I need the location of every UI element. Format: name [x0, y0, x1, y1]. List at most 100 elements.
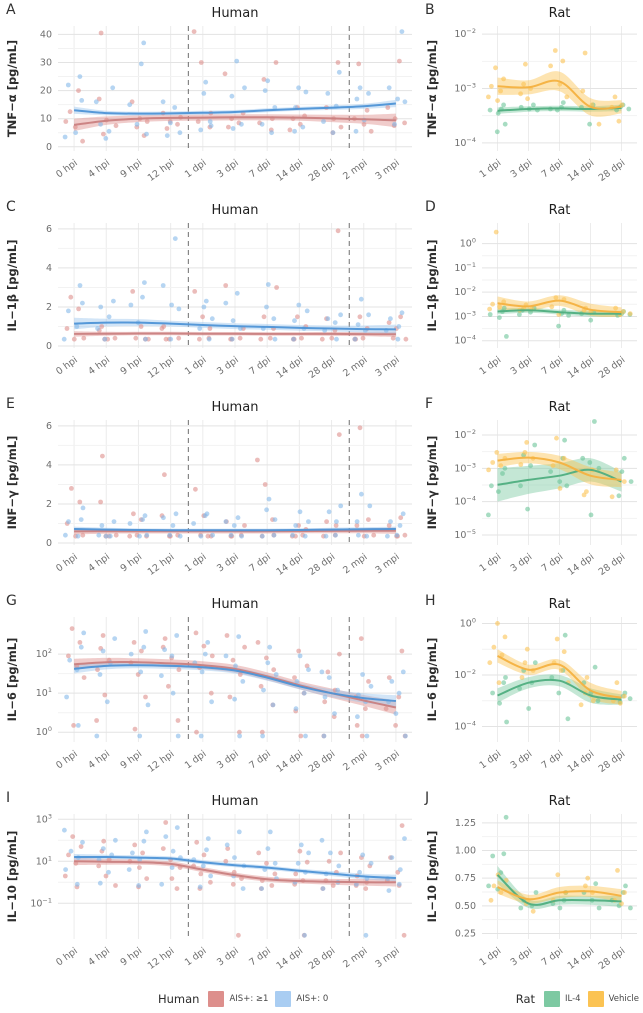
panel-title-b: Rat: [548, 6, 571, 21]
panel-title-h: Rat: [548, 597, 571, 612]
svg-text:28 dpi: 28 dpi: [307, 552, 338, 578]
svg-text:28 dpi: 28 dpi: [307, 749, 338, 775]
panel-letter-j: J: [425, 790, 430, 806]
svg-text:3 mpi: 3 mpi: [373, 355, 401, 380]
svg-text:10−5: 10−5: [454, 528, 476, 541]
panel-g: G Human 100 101 102 0 hpi 4 hpi 9 hpi 12 hpi 1 …: [0, 591, 420, 788]
svg-text:14 dpi: 14 dpi: [275, 158, 306, 184]
svg-text:4 hpi: 4 hpi: [86, 946, 112, 969]
svg-text:30: 30: [40, 58, 52, 69]
swatch-ais-0: [275, 991, 292, 1007]
svg-text:0: 0: [46, 142, 52, 153]
svg-text:IL−6 [pg/mL]: IL−6 [pg/mL]: [425, 638, 439, 722]
legend-rat-title: Rat: [515, 992, 536, 1006]
legend-label-il4: IL-4: [565, 994, 581, 1004]
svg-text:10−2: 10−2: [454, 27, 476, 40]
svg-text:9 hpi: 9 hpi: [119, 749, 145, 772]
svg-text:2: 2: [46, 302, 52, 313]
svg-text:7 dpi: 7 dpi: [540, 355, 566, 378]
svg-text:10−3: 10−3: [454, 309, 476, 322]
svg-text:12 hpi: 12 hpi: [146, 552, 177, 578]
svg-text:3 dpi: 3 dpi: [509, 946, 535, 969]
svg-text:TNF−α [pg/mL]: TNF−α [pg/mL]: [5, 40, 19, 137]
svg-text:12 hpi: 12 hpi: [146, 749, 177, 775]
svg-text:28 dpi: 28 dpi: [307, 946, 338, 972]
svg-text:0: 0: [46, 341, 52, 352]
panel-letter-c: C: [6, 199, 17, 215]
svg-text:7 dpi: 7 dpi: [247, 749, 273, 772]
svg-text:7 dpi: 7 dpi: [247, 355, 273, 378]
svg-text:10: 10: [40, 114, 52, 125]
svg-text:1 dpi: 1 dpi: [183, 158, 209, 181]
svg-text:0.50: 0.50: [455, 901, 476, 912]
svg-text:10−2: 10−2: [454, 668, 476, 681]
panel-a-chart: 0 10 20 30 40 0 hpi 4 hpi 9 hpi 12 hpi 1 dpi 3 dpi…: [5, 26, 412, 184]
svg-text:20: 20: [40, 86, 52, 97]
svg-text:IL−10 [pg/mL]: IL−10 [pg/mL]: [5, 831, 19, 923]
panel-h: H Rat 10−4 10−2 100 1 dpi 3 dpi 7 dpi 14 dpi 28…: [420, 591, 643, 788]
svg-text:9 hpi: 9 hpi: [119, 552, 145, 575]
panel-letter-h: H: [425, 593, 437, 609]
svg-text:10−4: 10−4: [454, 495, 476, 508]
svg-text:3 dpi: 3 dpi: [215, 355, 241, 378]
swatch-ais-ge1: [208, 991, 225, 1007]
panel-title-e: Human: [211, 400, 259, 415]
svg-text:2 mpi: 2 mpi: [341, 158, 369, 183]
svg-text:10−1: 10−1: [454, 261, 476, 274]
svg-text:2 mpi: 2 mpi: [341, 749, 369, 774]
panel-letter-i: I: [6, 790, 11, 806]
svg-text:10−2: 10−2: [454, 285, 476, 298]
svg-text:IL−1β [pg/mL]: IL−1β [pg/mL]: [5, 240, 19, 332]
panel-title-c: Human: [211, 203, 259, 218]
svg-text:0 hpi: 0 hpi: [54, 749, 80, 772]
svg-text:100: 100: [460, 616, 476, 629]
panel-letter-e: E: [6, 396, 16, 412]
svg-text:14 dpi: 14 dpi: [275, 552, 306, 578]
svg-text:14 dpi: 14 dpi: [566, 749, 597, 775]
panel-j: J Rat 0.25 0.50 0.75 1.00 1.25 1 dpi 3 dpi 7 dp…: [420, 788, 643, 985]
svg-text:28 dpi: 28 dpi: [597, 749, 628, 775]
svg-text:28 dpi: 28 dpi: [597, 355, 628, 381]
svg-text:2 mpi: 2 mpi: [341, 946, 369, 971]
svg-text:1.00: 1.00: [455, 846, 476, 857]
svg-text:14 dpi: 14 dpi: [275, 749, 306, 775]
svg-text:100: 100: [460, 237, 476, 250]
svg-text:14 dpi: 14 dpi: [275, 355, 306, 381]
swatch-vehicle: [587, 991, 604, 1007]
svg-text:0.25: 0.25: [455, 928, 476, 939]
legend-label-vehicle: Vehicle: [608, 994, 639, 1004]
svg-text:TNF−α [pg/mL]: TNF−α [pg/mL]: [425, 40, 439, 137]
svg-text:4 hpi: 4 hpi: [86, 552, 112, 575]
svg-text:1.25: 1.25: [455, 818, 476, 829]
svg-text:1 dpi: 1 dpi: [478, 749, 504, 772]
panel-d-chart: 10−4 10−3 10−2 10−1 100 1 dpi 3 dpi 7 dpi 14 dpi…: [425, 223, 637, 381]
row-il-10: I Human 10−1 101 103 0 hpi 4 hpi 9 hpi 12 hpi 1…: [0, 788, 643, 985]
panel-title-g: Human: [211, 597, 259, 612]
svg-text:7 dpi: 7 dpi: [540, 552, 566, 575]
svg-text:1 dpi: 1 dpi: [478, 946, 504, 969]
svg-text:7 dpi: 7 dpi: [540, 946, 566, 969]
svg-text:3 mpi: 3 mpi: [373, 946, 401, 971]
panel-title-j: Rat: [548, 794, 571, 809]
panel-letter-f: F: [425, 396, 434, 412]
svg-text:9 hpi: 9 hpi: [119, 158, 145, 181]
svg-text:7 dpi: 7 dpi: [540, 749, 566, 772]
svg-text:10−1: 10−1: [30, 896, 52, 909]
svg-text:1 dpi: 1 dpi: [183, 552, 209, 575]
svg-text:0: 0: [46, 538, 52, 549]
svg-text:14 dpi: 14 dpi: [566, 158, 597, 184]
panel-letter-b: B: [425, 2, 436, 18]
legend-label-ais-ge1: AIS+: ≥1: [229, 994, 269, 1004]
svg-text:IL−10 [pg/mL]: IL−10 [pg/mL]: [425, 831, 439, 923]
panel-title-i: Human: [211, 794, 259, 809]
svg-text:12 hpi: 12 hpi: [146, 355, 177, 381]
svg-text:3 dpi: 3 dpi: [215, 749, 241, 772]
legend-human: Human AIS+: ≥1 AIS+: 0: [158, 991, 328, 1007]
panel-i: I Human 10−1 101 103 0 hpi 4 hpi 9 hpi 12 hpi 1…: [0, 788, 420, 985]
svg-text:IL−6 [pg/mL]: IL−6 [pg/mL]: [5, 638, 19, 722]
svg-text:1 dpi: 1 dpi: [183, 749, 209, 772]
svg-text:4: 4: [46, 263, 52, 274]
